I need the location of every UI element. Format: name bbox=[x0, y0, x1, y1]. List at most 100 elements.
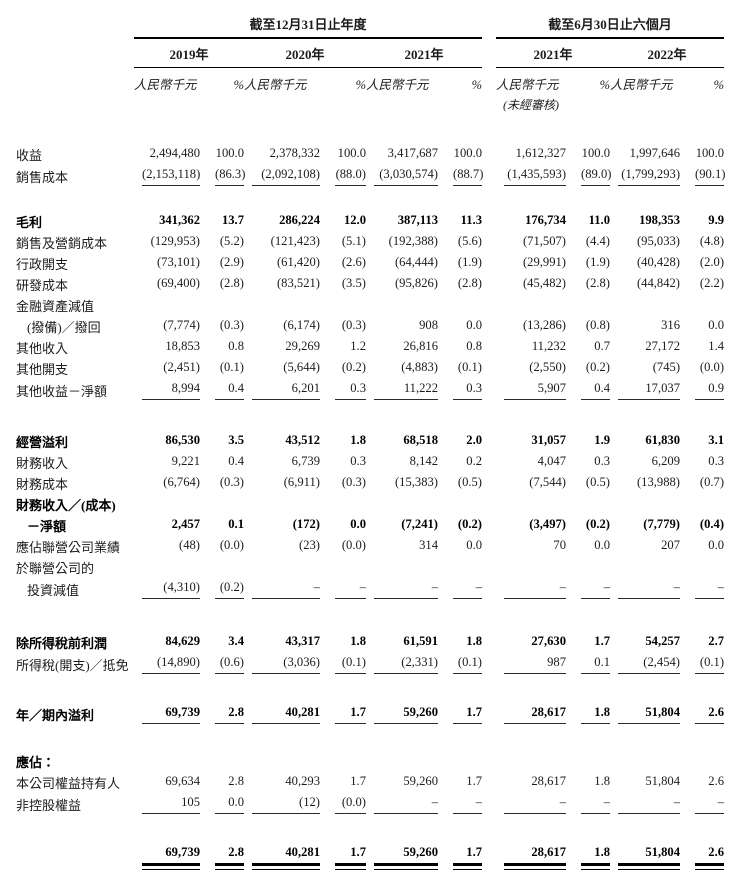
label-column-header bbox=[16, 8, 134, 38]
percent-cell: (0.3) bbox=[200, 315, 244, 336]
year-header-2022-interim: 2022年 bbox=[610, 38, 725, 68]
cell-value: 0.4 bbox=[581, 378, 611, 400]
table-row: 行政開支 (73,101) (2.9) (61,420) (2.6) (64,444) (1… bbox=[16, 252, 724, 273]
amount-cell: 2,457 bbox=[134, 514, 200, 535]
column-gap bbox=[482, 430, 496, 451]
percent-cell bbox=[566, 493, 610, 514]
amount-cell: 68,518 bbox=[366, 430, 438, 451]
cell-value: (15,383) bbox=[394, 475, 438, 489]
row-label: 所得稅(開支)／抵免 bbox=[16, 658, 129, 673]
amount-cell: 17,037 bbox=[610, 378, 681, 400]
column-gap bbox=[482, 68, 496, 94]
percent-cell: – bbox=[320, 577, 366, 599]
cell-value: (69,400) bbox=[156, 276, 200, 290]
cell-value: 0.9 bbox=[695, 378, 725, 400]
cell-value bbox=[610, 294, 680, 315]
percent-cell: 2.0 bbox=[438, 430, 482, 451]
amount-cell: 176,734 bbox=[496, 210, 566, 231]
amount-cell: (1,799,293) bbox=[610, 164, 681, 186]
percent-cell: 2.8 bbox=[200, 842, 244, 870]
percent-cell: (0.8) bbox=[566, 315, 610, 336]
cell-value: 316 bbox=[661, 318, 681, 332]
cell-value bbox=[134, 493, 200, 514]
cell-value: 387,113 bbox=[397, 213, 438, 227]
cell-value bbox=[610, 556, 680, 577]
percent-cell: (0.1) bbox=[320, 652, 366, 674]
percent-cell bbox=[438, 556, 482, 577]
percent-cell: (0.1) bbox=[438, 652, 483, 674]
cell-value: (0.0) bbox=[341, 538, 366, 552]
cell-value: 4,047 bbox=[537, 454, 567, 468]
cell-value: 105 bbox=[142, 792, 200, 814]
cell-value: 2.8 bbox=[215, 702, 244, 724]
cell-value: 100.0 bbox=[337, 146, 366, 160]
cell-value: 314 bbox=[419, 538, 438, 552]
percent-cell bbox=[200, 294, 244, 315]
cell-value bbox=[438, 556, 482, 577]
cell-value: 1.8 bbox=[350, 433, 366, 447]
table-row: 於聯營公司的 bbox=[16, 556, 724, 577]
cell-value: (2,454) bbox=[618, 652, 681, 674]
percent-cell: (0.7) bbox=[680, 472, 724, 493]
cell-value: (0.2) bbox=[585, 517, 611, 531]
spacer-row bbox=[16, 186, 724, 210]
cell-value: (1,799,293) bbox=[618, 164, 681, 186]
cell-value: 3.4 bbox=[228, 634, 244, 648]
cell-value: (40,428) bbox=[636, 255, 681, 269]
table-row: 本公司權益持有人 69,634 2.8 40,293 1.7 59,260 1.7 28,61… bbox=[16, 771, 724, 792]
cell-value: 1.7 bbox=[350, 774, 366, 788]
percent-cell bbox=[200, 493, 244, 514]
table-row: 所得稅(開支)／抵免 (14,890) (0.6) (3,036) (0.1) (2,33… bbox=[16, 652, 725, 674]
amount-cell: 61,830 bbox=[610, 430, 680, 451]
cell-value: (88.7) bbox=[453, 164, 483, 186]
cell-value: (6,911) bbox=[283, 475, 320, 489]
cell-value: 27,630 bbox=[531, 634, 567, 648]
percent-cell: (0.4) bbox=[680, 514, 724, 535]
percent-cell: 100.0 bbox=[200, 143, 244, 164]
cell-value: (5,644) bbox=[283, 360, 320, 374]
amount-cell: (7,779) bbox=[610, 514, 680, 535]
percent-cell: 1.8 bbox=[320, 430, 366, 451]
cell-value: 28,617 bbox=[504, 842, 567, 870]
column-gap bbox=[482, 451, 496, 472]
percent-cell bbox=[320, 556, 366, 577]
column-gap bbox=[482, 378, 496, 400]
percent-cell: – bbox=[438, 577, 483, 599]
cell-value: 0.3 bbox=[335, 378, 366, 400]
cell-value: (13,988) bbox=[636, 475, 681, 489]
percent-cell: 2.8 bbox=[200, 702, 244, 724]
amount-cell: (2,153,118) bbox=[134, 164, 200, 186]
percent-cell: 1.7 bbox=[438, 702, 483, 724]
cell-value: – bbox=[453, 792, 483, 814]
cell-value: (2.0) bbox=[699, 255, 725, 269]
cell-value: 9,221 bbox=[171, 454, 200, 468]
row-label: 財務收入 bbox=[16, 456, 69, 471]
cell-value: (95,826) bbox=[394, 276, 438, 290]
column-gap bbox=[482, 750, 496, 771]
amount-cell: – bbox=[496, 792, 567, 814]
amount-cell: (64,444) bbox=[366, 252, 438, 273]
amount-cell: (15,383) bbox=[366, 472, 438, 493]
spacer-cell bbox=[16, 186, 724, 210]
spacer-row bbox=[16, 724, 724, 750]
cell-value: (13,286) bbox=[522, 318, 567, 332]
percent-cell: – bbox=[680, 577, 725, 599]
cell-value: (6,174) bbox=[283, 318, 320, 332]
cell-value: 28,617 bbox=[504, 702, 567, 724]
cell-value: (71,507) bbox=[522, 234, 567, 248]
percent-cell bbox=[200, 556, 244, 577]
percent-cell: 100.0 bbox=[680, 143, 724, 164]
amount-cell: 51,804 bbox=[610, 771, 680, 792]
amount-cell: (71,507) bbox=[496, 231, 566, 252]
spacer-row bbox=[16, 400, 724, 430]
amount-cell: 5,907 bbox=[496, 378, 567, 400]
cell-value: 100.0 bbox=[453, 146, 483, 160]
cell-value: – bbox=[695, 577, 725, 599]
amount-cell: – bbox=[496, 577, 567, 599]
percent-cell: (2.8) bbox=[438, 273, 482, 294]
percent-cell: 0.4 bbox=[566, 378, 611, 400]
year-header-2020: 2020年 bbox=[244, 38, 366, 68]
cell-value bbox=[244, 294, 320, 315]
amount-cell: (61,420) bbox=[244, 252, 320, 273]
cell-value: 3.1 bbox=[708, 433, 725, 447]
